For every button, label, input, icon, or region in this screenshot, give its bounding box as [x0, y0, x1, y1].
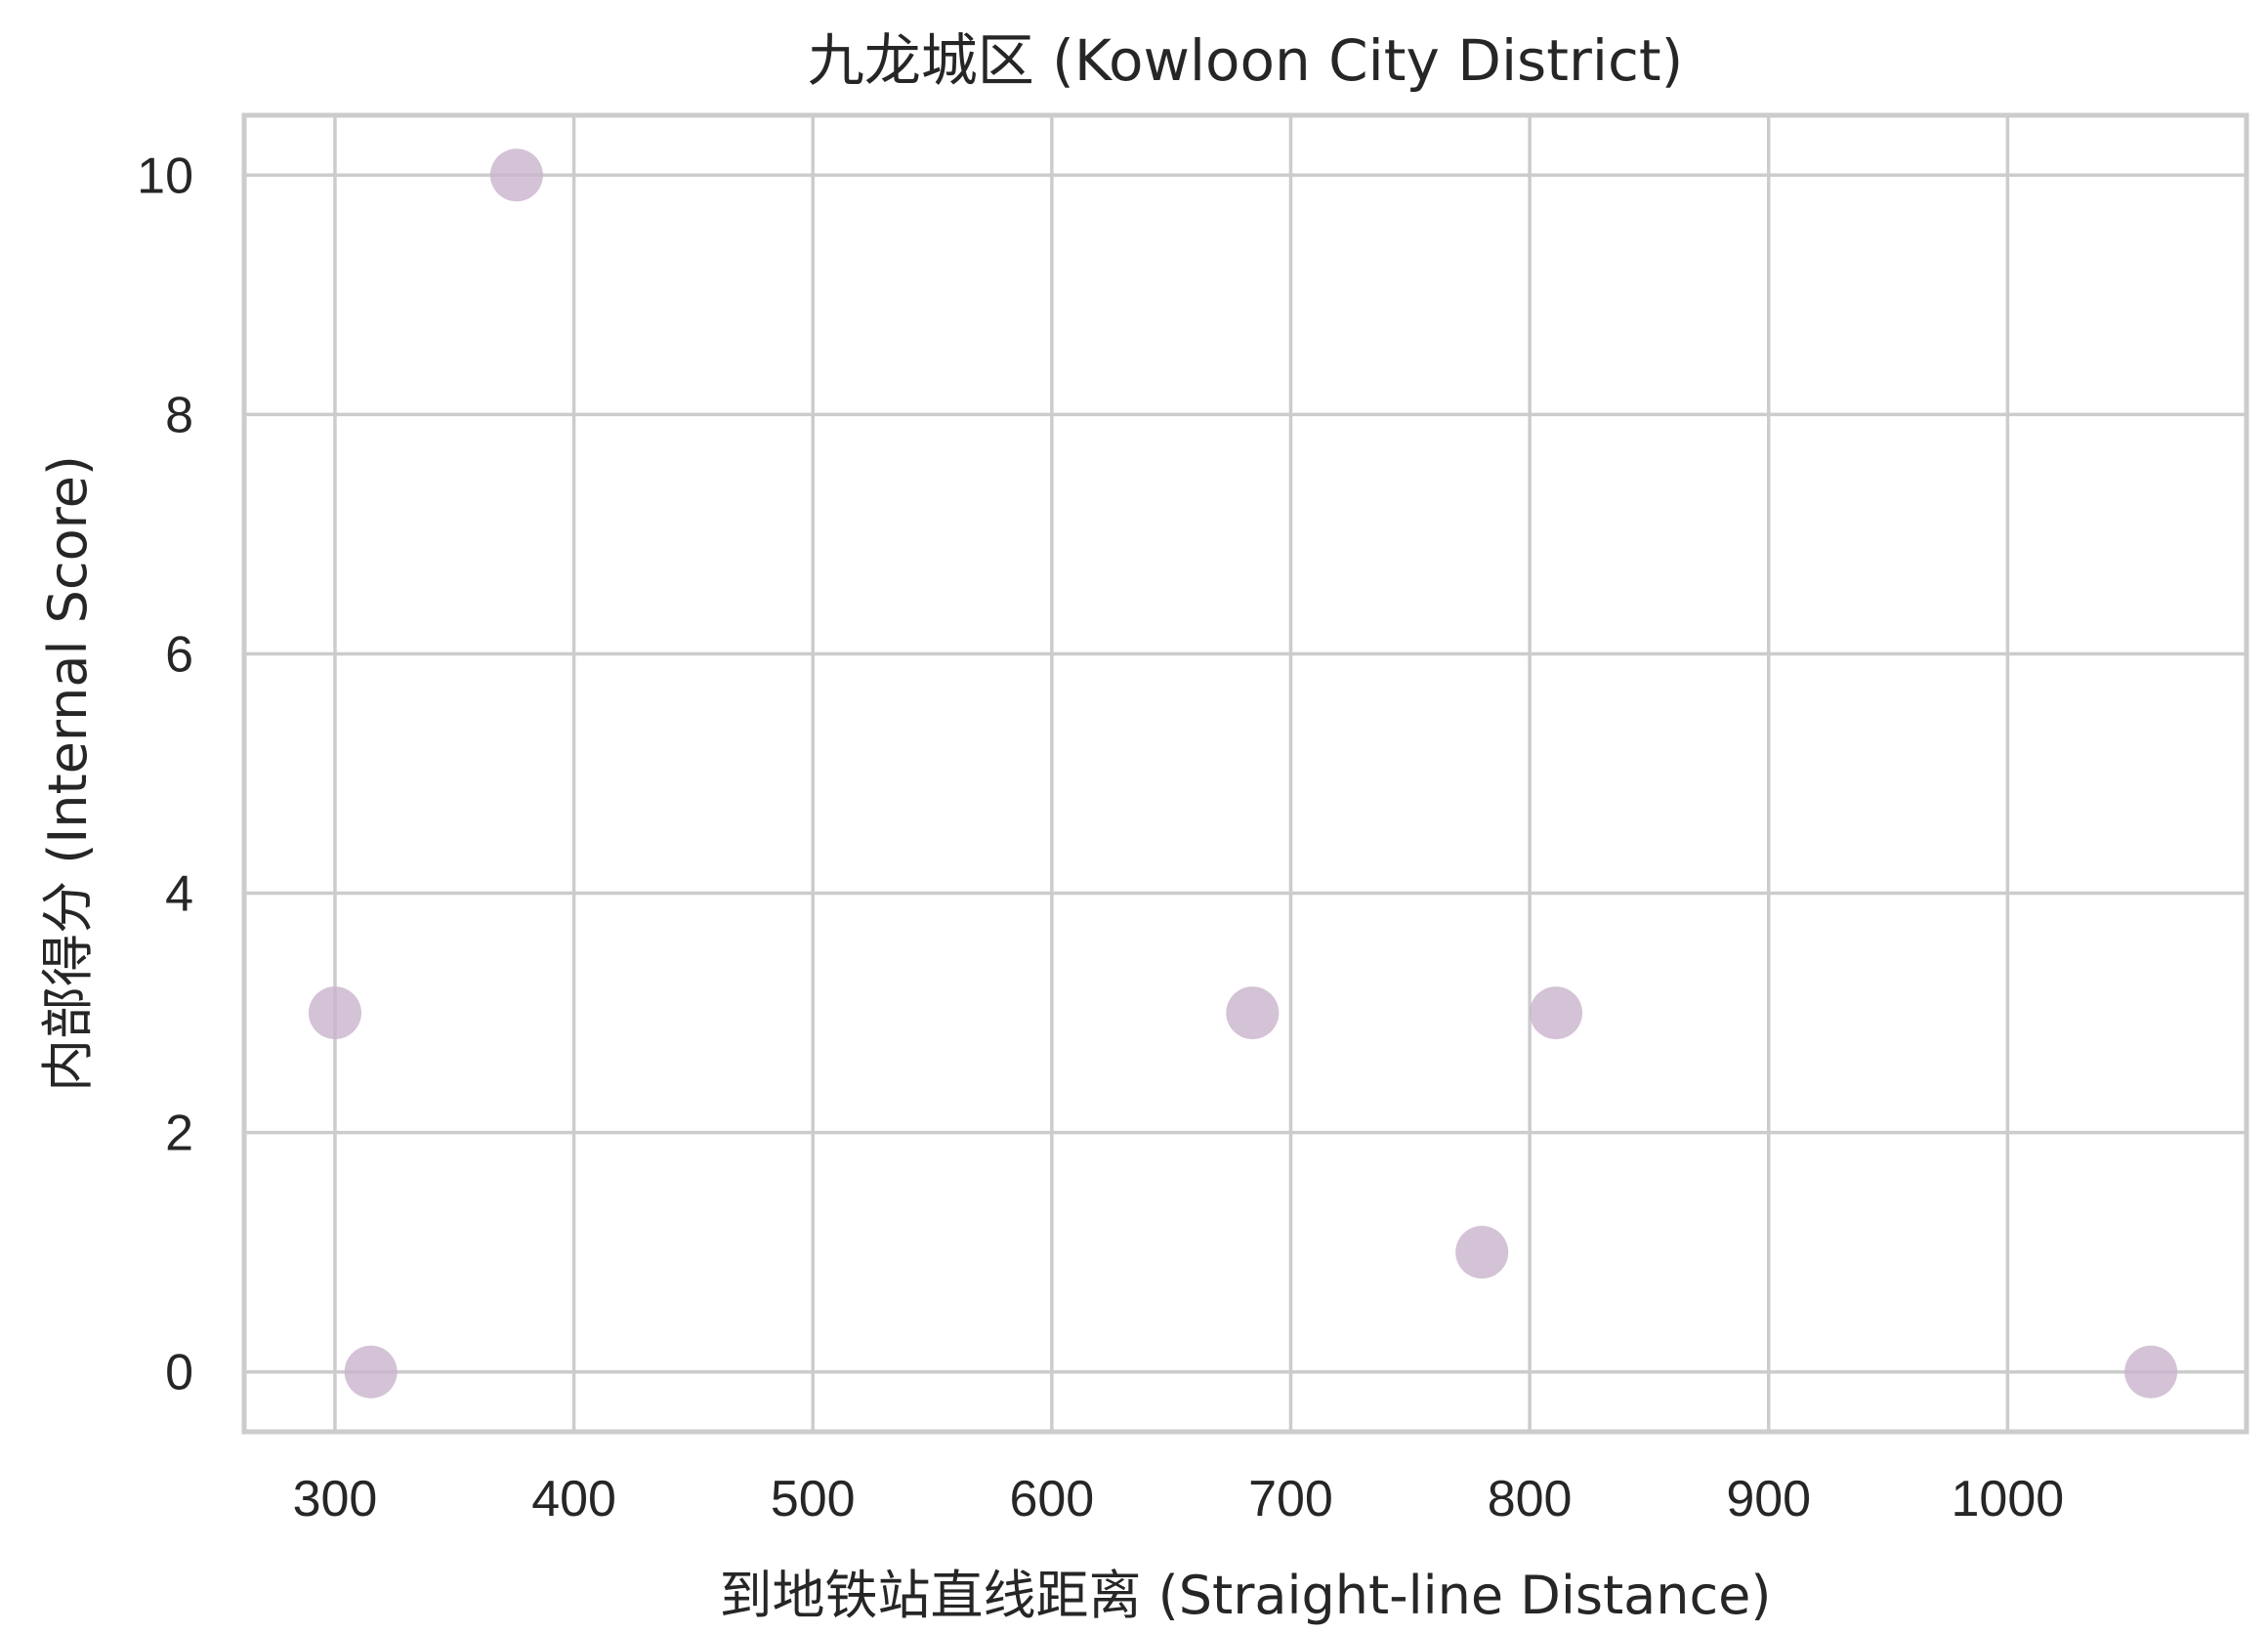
x-tick-label: 700 [1248, 1471, 1333, 1527]
x-axis-label: 到地铁站直线距离 (Straight-line Distance) [720, 1565, 1772, 1626]
x-tick-label: 800 [1488, 1471, 1573, 1527]
data-point [308, 986, 361, 1040]
data-points [308, 148, 2178, 1399]
plot-frame [241, 112, 2249, 1435]
x-tick-labels: 300 400 500 600 700 800 900 1000 [293, 1471, 2065, 1527]
x-tick-label: 1000 [1952, 1471, 2065, 1527]
y-tick-label: 0 [165, 1345, 193, 1402]
grid [244, 115, 2247, 1432]
y-tick-label: 2 [165, 1106, 193, 1162]
data-point [344, 1345, 398, 1399]
x-tick-label: 400 [531, 1471, 616, 1527]
data-point [1530, 986, 1583, 1040]
x-tick-label: 900 [1726, 1471, 1811, 1527]
x-tick-label: 300 [293, 1471, 378, 1527]
data-point [489, 148, 543, 202]
y-tick-label: 8 [165, 387, 193, 443]
y-axis-label: 内部得分 (Internal Score) [37, 455, 99, 1092]
x-tick-label: 500 [771, 1471, 856, 1527]
data-point [1226, 986, 1280, 1040]
y-tick-label: 4 [165, 866, 193, 923]
x-tick-label: 600 [1009, 1471, 1094, 1527]
data-point [2124, 1345, 2178, 1399]
data-point [1455, 1226, 1509, 1279]
y-tick-label: 6 [165, 626, 193, 683]
y-tick-labels: 0 2 4 6 8 10 [137, 147, 193, 1401]
chart-title: 九龙城区 (Kowloon City District) [808, 27, 1683, 94]
y-tick-label: 10 [137, 147, 193, 204]
